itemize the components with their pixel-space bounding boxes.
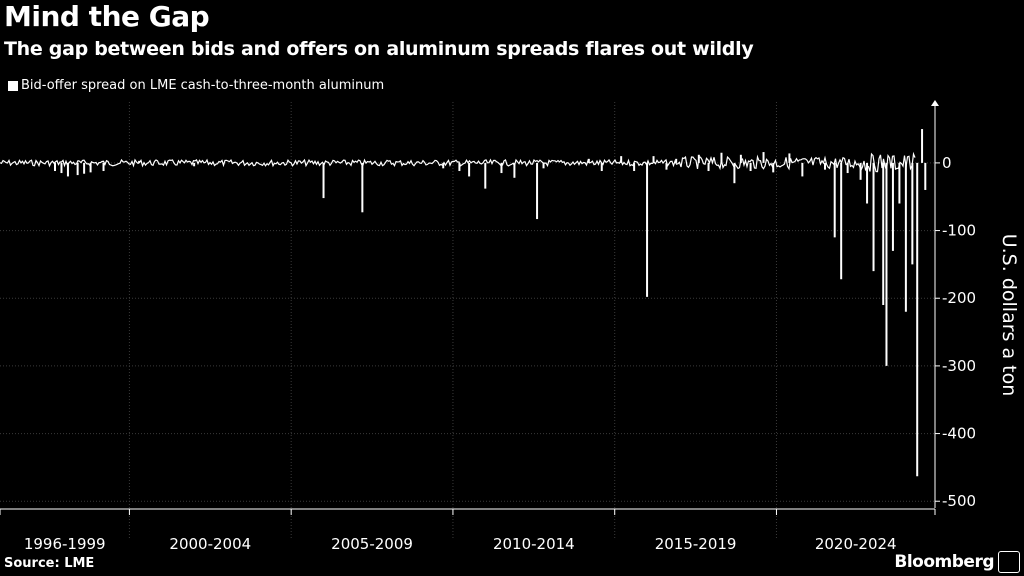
brand-mark-icon [998,551,1020,573]
legend: Bid-offer spread on LME cash-to-three-mo… [8,78,384,93]
x-period-label: 2020-2024 [815,535,897,553]
x-period-label: 2010-2014 [493,535,575,553]
y-tick-label: -400 [942,425,976,443]
source-note: Source: LME [4,556,95,571]
chart-title: Mind the Gap [4,0,210,33]
y-tick-label: 0 [942,154,952,172]
brand-logo-text: Bloomberg [894,552,994,572]
y-axis-title: U.S. dollars a ton [998,234,1020,397]
chart-subtitle: The gap between bids and offers on alumi… [4,38,754,60]
y-axis-arrow [931,100,939,106]
legend-label: Bid-offer spread on LME cash-to-three-mo… [21,78,385,93]
series-noise-line [0,151,916,173]
x-period-label: 2005-2009 [331,535,413,553]
legend-swatch [8,80,18,91]
x-period-label: 2000-2004 [169,535,251,553]
x-period-label: 2015-2019 [655,535,737,553]
y-tick-label: -200 [942,289,976,307]
y-tick-label: -300 [942,357,976,375]
y-tick-label: -500 [942,492,976,510]
y-tick-label: -100 [942,222,976,240]
x-period-label: 1996-1999 [24,535,106,553]
